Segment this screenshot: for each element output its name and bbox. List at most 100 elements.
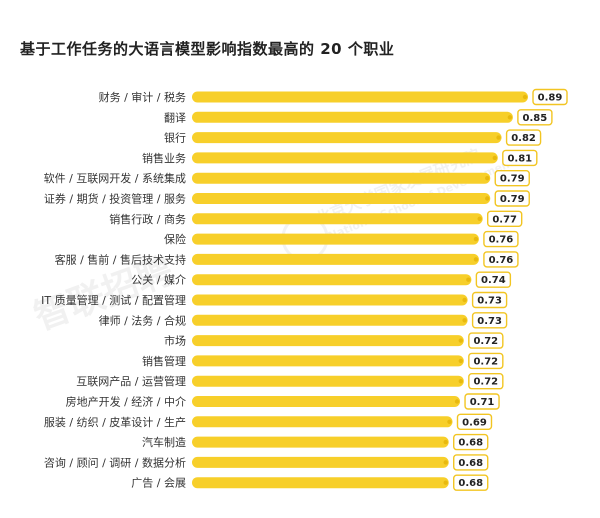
value-label-box [468,352,504,370]
value-label-box [456,413,493,430]
bar-end-dot [462,318,467,323]
bar [192,111,513,123]
value-label: 0.71 [470,397,495,408]
value-label-box [494,190,530,207]
value-label: 0.77 [492,214,517,225]
value-label: 0.68 [458,478,483,489]
value-label: 0.72 [473,377,498,388]
category-label: 服装 / 纺织 / 皮革设计 / 生产 [44,415,186,429]
value-label: 0.79 [500,194,525,205]
bar-end-dot [492,155,497,161]
value-label-box [494,169,530,187]
category-label: 市场 [164,334,186,348]
category-label: 咨询 / 顾问 / 调研 / 数据分析 [44,455,186,469]
bar [192,132,502,144]
bar [192,193,491,204]
bar-end-dot [443,439,448,445]
bar-end-dot [462,297,467,303]
value-label-box [464,393,500,410]
value-label: 0.68 [458,438,483,449]
bar [192,416,453,428]
category-label: 销售管理 [142,354,186,368]
value-label-box [502,149,538,167]
value-label: 0.79 [500,174,525,185]
bar [192,436,449,448]
bar-end-dot [522,94,528,100]
category-label: 汽车制造 [142,435,186,449]
category-label: 公关 / 媒介 [131,273,186,287]
value-label-box [475,271,512,288]
value-label-box [483,230,519,248]
value-label: 0.72 [473,336,498,347]
bar [192,355,464,367]
bar-end-dot [496,135,501,140]
value-label: 0.68 [458,458,483,469]
value-label-box [453,454,489,471]
bar [192,375,464,387]
bar [192,477,449,489]
value-label: 0.69 [462,417,487,428]
value-label-box [471,312,508,329]
value-label-box [483,251,519,268]
bar [192,294,468,306]
bar [192,314,468,326]
bar-end-dot [466,277,471,282]
category-label: 销售业务 [142,151,186,165]
bar [192,91,528,103]
bar-end-dot [485,176,490,181]
category-label: 保险 [164,232,186,246]
bar [192,233,479,245]
category-label: 翻译 [164,110,186,124]
value-label: 0.76 [489,235,514,246]
value-label-box [468,332,504,349]
bar [192,253,479,265]
value-label: 0.81 [507,153,532,164]
bar-end-dot [443,460,448,465]
bar-end-dot [458,338,464,343]
category-label: 软件 / 互联网开发 / 系统集成 [44,171,186,185]
value-label-box [517,109,553,126]
value-label: 0.89 [538,93,563,104]
bar [192,213,483,225]
bar-end-dot [458,358,464,364]
value-label: 0.76 [489,255,514,266]
category-label: IT 质量管理 / 测试 / 配置管理 [41,293,186,307]
bar [192,335,464,347]
bar-end-dot [473,257,479,262]
bar-end-dot [454,399,460,404]
bar [192,152,498,164]
value-label-box [471,291,508,309]
bar [192,274,472,286]
value-label: 0.74 [481,275,506,286]
bar-end-dot [473,236,479,242]
category-label: 财务 / 审计 / 税务 [99,90,186,104]
bar-end-dot [485,196,490,201]
value-label-box [453,474,489,491]
bar [192,456,449,468]
value-label: 0.73 [477,316,502,327]
value-label: 0.73 [477,296,502,307]
value-label-box [468,373,504,390]
category-label: 互联网产品 / 运营管理 [76,374,186,388]
category-label: 房地产开发 / 经济 / 中介 [66,395,186,409]
category-label: 银行 [164,131,186,145]
value-label: 0.72 [473,356,498,367]
bar [192,396,461,407]
value-label: 0.82 [511,133,536,144]
category-label: 销售行政 / 商务 [109,212,186,226]
bar-end-dot [477,216,482,221]
value-label-box [505,129,542,146]
bars-group: 财务 / 审计 / 税务 0.89 翻译 0.85 银行 0.82 销售业务 0.81 软件 /… [41,88,568,491]
category-label: 广告 / 会展 [131,477,186,490]
value-label: 0.85 [523,113,548,124]
chart-title: 基于工作任务的大语言模型影响指数最高的 20 个职业 [20,40,395,58]
category-label: 律师 / 法务 / 合规 [99,313,186,327]
value-label-box [486,210,523,228]
value-label-box [532,88,568,106]
category-label: 客服 / 售前 / 售后技术支持 [55,252,186,266]
category-label: 证券 / 期货 / 投资管理 / 服务 [44,192,186,206]
bar-end-dot [443,480,448,485]
bar-end-dot [447,419,452,424]
bar-end-dot [507,115,513,120]
